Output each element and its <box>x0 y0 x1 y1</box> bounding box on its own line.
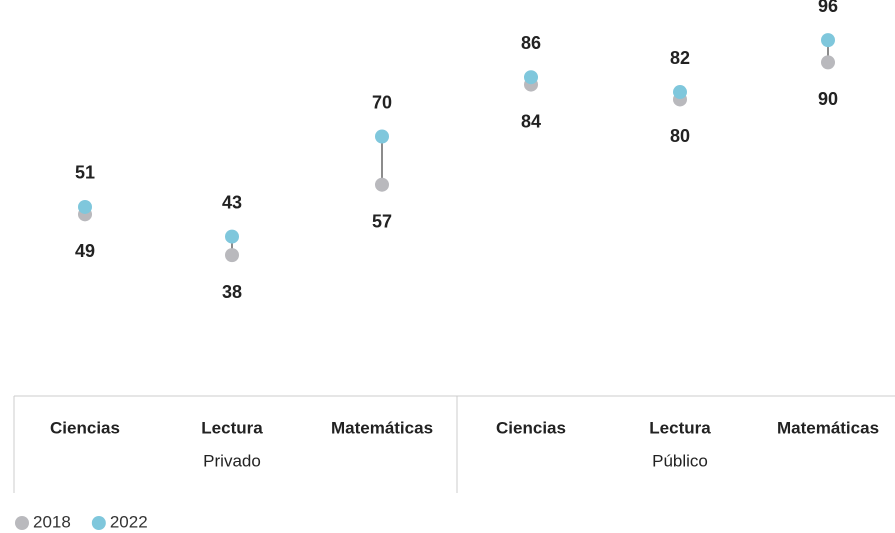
legend-marker <box>91 516 106 530</box>
data-label: 96 <box>818 0 838 16</box>
dot <box>524 70 538 85</box>
dot <box>225 229 239 244</box>
legend-marker <box>15 516 29 530</box>
category-label: Lectura <box>649 418 711 437</box>
legend-label: 2022 <box>110 512 148 531</box>
legend-label: 2018 <box>33 512 71 531</box>
dot <box>673 85 687 100</box>
category-label: Lectura <box>201 418 263 437</box>
dot <box>78 199 92 214</box>
data-label: 38 <box>222 282 242 302</box>
dot <box>821 55 835 70</box>
data-label: 57 <box>372 211 392 231</box>
dot <box>225 248 239 263</box>
group-label: Público <box>652 451 708 470</box>
category-label: Matemáticas <box>777 418 879 437</box>
dot <box>375 177 389 192</box>
data-label: 80 <box>670 126 690 146</box>
dot <box>821 33 835 48</box>
data-label: 84 <box>521 111 541 131</box>
category-label: Matemáticas <box>331 418 433 437</box>
data-label: 43 <box>222 192 242 212</box>
data-label: 49 <box>75 241 95 261</box>
data-label: 70 <box>372 92 392 112</box>
group-label: Privado <box>203 451 261 470</box>
data-label: 90 <box>818 89 838 109</box>
data-label: 51 <box>75 163 95 183</box>
category-label: Ciencias <box>50 418 120 437</box>
dot <box>375 129 389 144</box>
data-label: 86 <box>521 33 541 53</box>
category-label: Ciencias <box>496 418 566 437</box>
data-label: 82 <box>670 48 690 68</box>
